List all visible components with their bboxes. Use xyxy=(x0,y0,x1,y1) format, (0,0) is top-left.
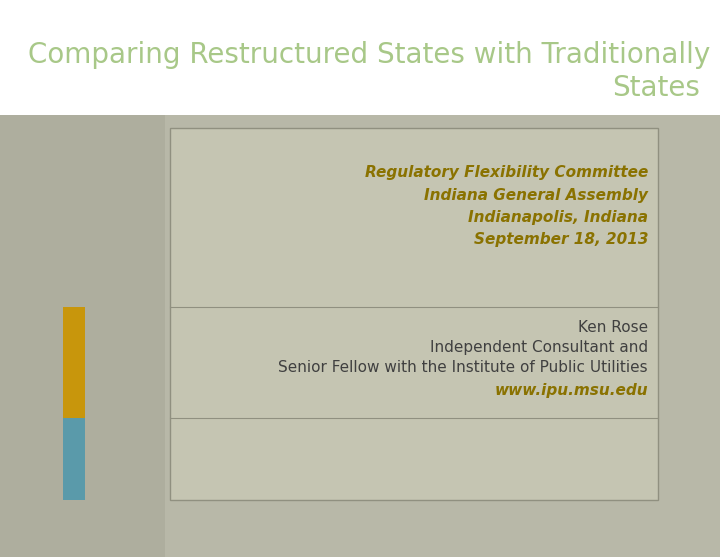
Text: Independent Consultant and: Independent Consultant and xyxy=(430,340,648,355)
Text: States: States xyxy=(612,74,700,102)
Text: September 18, 2013: September 18, 2013 xyxy=(474,232,648,247)
Text: Comparing Restructured States with Traditionally Regulated: Comparing Restructured States with Tradi… xyxy=(28,41,720,69)
Text: Indiana General Assembly: Indiana General Assembly xyxy=(424,188,648,203)
Bar xyxy=(0,115,720,557)
Text: Regulatory Flexibility Committee: Regulatory Flexibility Committee xyxy=(364,165,648,180)
Text: www.ipu.msu.edu: www.ipu.msu.edu xyxy=(495,383,648,398)
Bar xyxy=(0,115,165,557)
Bar xyxy=(63,418,85,500)
Text: Senior Fellow with the Institute of Public Utilities: Senior Fellow with the Institute of Publ… xyxy=(279,360,648,375)
Text: Ken Rose: Ken Rose xyxy=(578,320,648,335)
Text: Indianapolis, Indiana: Indianapolis, Indiana xyxy=(468,210,648,225)
Bar xyxy=(170,128,658,500)
Bar xyxy=(63,307,85,418)
